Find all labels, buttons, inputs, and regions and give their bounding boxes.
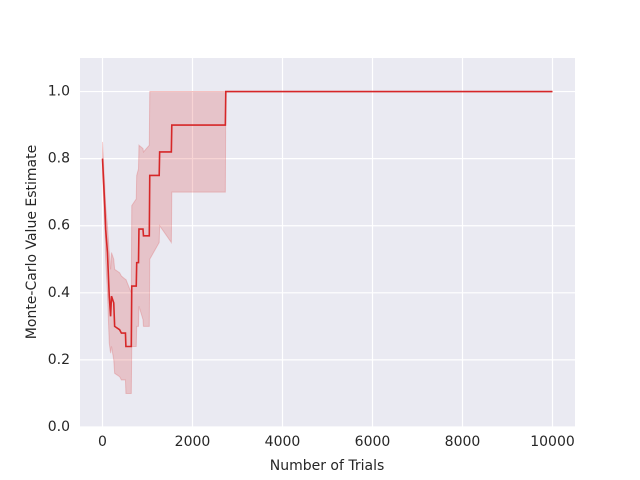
x-tick-label: 2000	[175, 434, 211, 450]
x-tick-label: 6000	[355, 434, 391, 450]
x-tick-label: 4000	[265, 434, 301, 450]
line	[101, 90, 553, 348]
y-axis-label: Monte-Carlo Value Estimate	[24, 145, 40, 339]
x-axis-label: Number of Trials	[270, 458, 385, 474]
y-tick-label: 0.4	[48, 285, 70, 301]
y-tick-label: 0.0	[48, 419, 70, 435]
y-tick-label: 0.8	[48, 151, 70, 167]
y-tick-label: 1.0	[48, 84, 70, 100]
plot-area	[80, 58, 575, 427]
x-tick-label: 0	[98, 434, 107, 450]
y-tick-label: 0.6	[48, 218, 70, 234]
x-tick-label: 8000	[445, 434, 481, 450]
x-tick-label: 10000	[530, 434, 575, 450]
y-tick-label: 0.2	[48, 352, 70, 368]
